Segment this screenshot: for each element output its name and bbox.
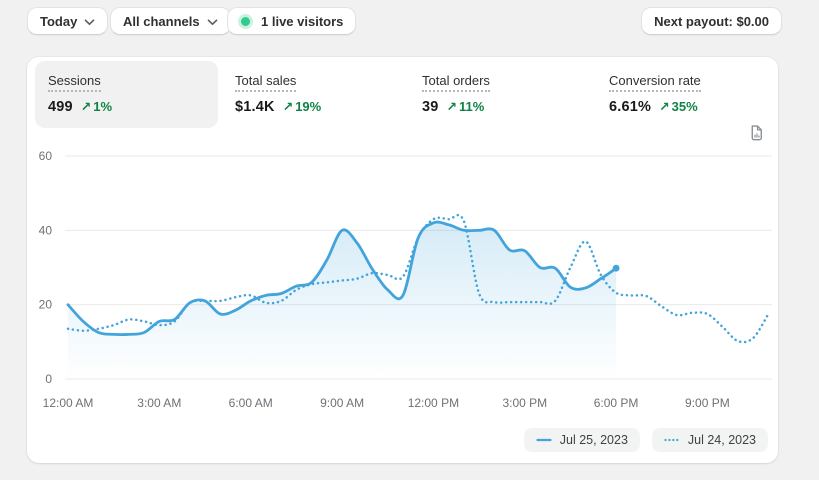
- metric-value: 6.61%: [609, 99, 652, 115]
- svg-text:3:00 AM: 3:00 AM: [137, 396, 181, 410]
- chart-legend: Jul 25, 2023 Jul 24, 2023: [523, 428, 768, 452]
- live-visitors-label: 1 live visitors: [261, 13, 344, 29]
- chevron-down-icon: [84, 14, 95, 29]
- metrics-tab-list: Sessions 499 ↗ 1% Total sales $1.4K ↗ 19…: [35, 61, 779, 128]
- metric-delta: ↗ 11%: [446, 99, 485, 114]
- report-document-icon: [751, 125, 762, 141]
- metric-label: Sessions: [48, 72, 205, 92]
- svg-text:40: 40: [39, 223, 53, 237]
- svg-text:3:00 PM: 3:00 PM: [502, 396, 547, 410]
- channels-filter-button[interactable]: All channels: [110, 7, 231, 35]
- legend-item: Jul 24, 2023: [651, 428, 768, 452]
- metric-value: $1.4K: [235, 99, 275, 115]
- trend-up-arrow-icon: ↗: [446, 100, 458, 114]
- metric-tab-conversion-rate[interactable]: Conversion rate 6.61% ↗ 35%: [596, 61, 779, 128]
- date-range-label: Today: [40, 13, 78, 29]
- legend-label: Jul 25, 2023: [559, 433, 628, 447]
- metric-label: Total orders: [422, 72, 579, 92]
- dotted-line-swatch-icon: [664, 438, 680, 442]
- solid-line-swatch-icon: [536, 438, 552, 442]
- chevron-down-icon: [207, 14, 218, 29]
- analytics-card: Sessions 499 ↗ 1% Total sales $1.4K ↗ 19…: [27, 57, 778, 463]
- metric-value: 39: [422, 99, 439, 115]
- trend-up-arrow-icon: ↗: [80, 100, 92, 114]
- metric-label: Conversion rate: [609, 72, 766, 92]
- trend-up-arrow-icon: ↗: [659, 100, 670, 114]
- svg-text:12:00 AM: 12:00 AM: [43, 396, 94, 410]
- svg-text:12:00 PM: 12:00 PM: [408, 396, 459, 410]
- metric-tab-total-orders[interactable]: Total orders 39 ↗ 11%: [409, 61, 592, 128]
- legend-item: Jul 25, 2023: [523, 428, 640, 452]
- svg-text:0: 0: [45, 372, 52, 386]
- sessions-line-chart: 0 20 40 60 12:00 AM 3:00 AM 6:00 AM 9:00 AM 12:0…: [39, 149, 772, 410]
- live-dot-icon: [241, 16, 250, 26]
- metric-tab-sessions[interactable]: Sessions 499 ↗ 1%: [35, 61, 218, 128]
- view-report-button[interactable]: [743, 120, 769, 146]
- svg-text:9:00 PM: 9:00 PM: [685, 396, 730, 410]
- metric-value: 499: [48, 99, 73, 115]
- metric-delta: ↗ 19%: [282, 99, 322, 114]
- metric-delta: ↗ 1%: [80, 99, 113, 114]
- next-payout-button[interactable]: Next payout: $0.00: [641, 7, 782, 35]
- legend-label: Jul 24, 2023: [687, 433, 756, 447]
- svg-text:20: 20: [39, 298, 53, 312]
- metric-tab-total-sales[interactable]: Total sales $1.4K ↗ 19%: [222, 61, 405, 128]
- trend-up-arrow-icon: ↗: [282, 100, 294, 114]
- svg-text:6:00 PM: 6:00 PM: [594, 396, 639, 410]
- channels-label: All channels: [123, 13, 200, 29]
- metric-label: Total sales: [235, 72, 392, 92]
- live-visitors-badge[interactable]: 1 live visitors: [227, 7, 357, 35]
- svg-text:60: 60: [39, 149, 53, 163]
- svg-text:6:00 AM: 6:00 AM: [229, 396, 273, 410]
- next-payout-label: Next payout: $0.00: [654, 13, 769, 29]
- metric-delta: ↗ 35%: [659, 99, 698, 114]
- date-range-button[interactable]: Today: [27, 7, 109, 35]
- svg-text:9:00 AM: 9:00 AM: [320, 396, 364, 410]
